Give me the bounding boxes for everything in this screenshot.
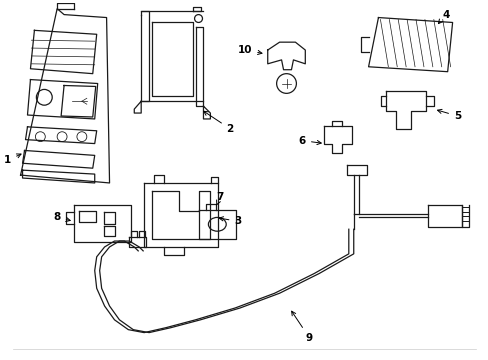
- Text: 8: 8: [53, 212, 70, 222]
- Text: 5: 5: [437, 109, 460, 121]
- Text: 2: 2: [203, 111, 233, 134]
- Text: 6: 6: [298, 136, 321, 145]
- Text: 3: 3: [219, 216, 241, 226]
- Text: 10: 10: [237, 45, 262, 55]
- Text: 7: 7: [216, 192, 224, 205]
- Text: 9: 9: [291, 311, 312, 342]
- Text: 4: 4: [438, 10, 448, 24]
- Text: 1: 1: [4, 154, 21, 165]
